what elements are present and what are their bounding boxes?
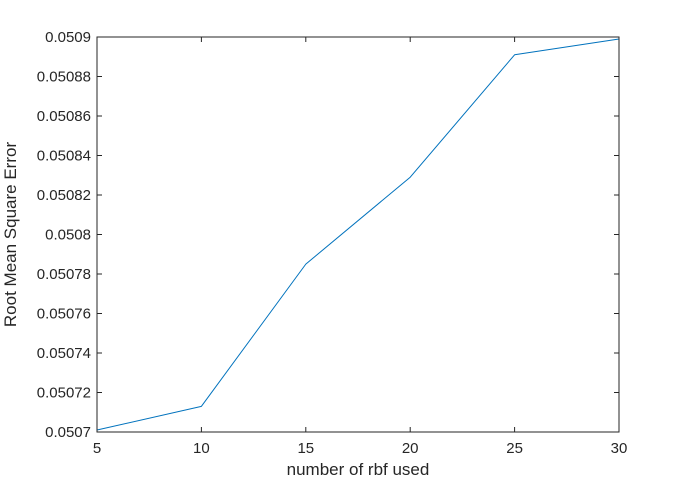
x-axis-label: number of rbf used: [287, 460, 430, 479]
y-tick-label: 0.05086: [37, 108, 91, 125]
x-tick-label: 30: [611, 440, 628, 457]
y-axis-ticks: 0.0507 0.05072 0.05074 0.05076 0.05078 0.0508…: [37, 29, 619, 441]
x-tick-label: 15: [297, 440, 314, 457]
series-line: [96, 38, 620, 431]
y-tick-label: 0.0508: [45, 227, 91, 244]
y-tick-label: 0.0507: [45, 424, 91, 441]
series-layer: [96, 38, 620, 431]
y-tick-label: 0.05078: [37, 266, 91, 283]
y-tick-label: 0.05084: [37, 148, 91, 165]
y-tick-label: 0.05072: [37, 385, 91, 402]
x-tick-label: 10: [193, 440, 210, 457]
y-axis-label: Root Mean Square Error: [1, 142, 20, 328]
x-tick-label: 20: [402, 440, 419, 457]
x-axis-ticks: 5 10 15 20 25 30: [93, 37, 628, 457]
y-tick-label: 0.05088: [37, 69, 91, 86]
x-tick-label: 25: [506, 440, 523, 457]
y-tick-label: 0.05076: [37, 306, 91, 323]
y-tick-label: 0.05074: [37, 345, 91, 362]
plot-area: [97, 37, 619, 432]
y-tick-label: 0.0509: [45, 29, 91, 46]
x-tick-label: 5: [93, 440, 101, 457]
y-tick-label: 0.05082: [37, 187, 91, 204]
axes-box: [96, 36, 620, 433]
